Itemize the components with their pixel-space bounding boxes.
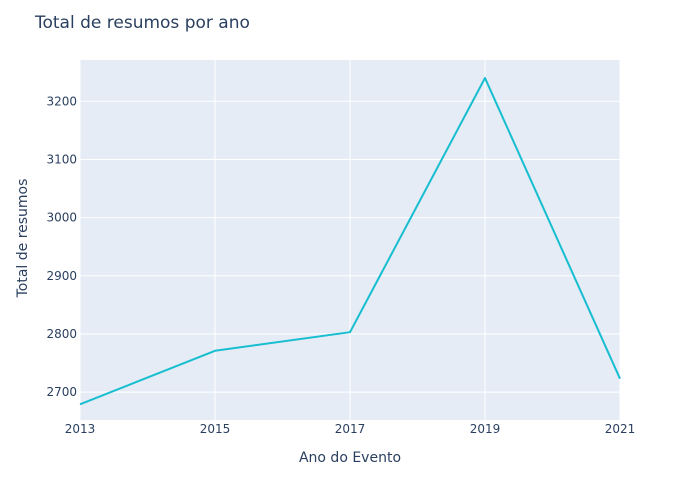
x-tick-label: 2019 (470, 422, 501, 436)
x-tick-label: 2017 (335, 422, 366, 436)
x-tick-label: 2021 (605, 422, 636, 436)
y-axis-ticks: 2700 2800 2900 3000 3100 3200 (46, 94, 77, 399)
x-axis-title: Ano do Evento (299, 450, 401, 466)
x-axis-ticks: 2013 2015 2017 2019 2021 (65, 422, 636, 436)
y-tick-label: 3100 (46, 152, 77, 166)
y-tick-label: 2800 (46, 327, 77, 341)
chart-title: Total de resumos por ano (35, 13, 250, 33)
y-tick-label: 3200 (46, 94, 77, 108)
y-tick-label: 2900 (46, 269, 77, 283)
x-tick-label: 2015 (200, 422, 231, 436)
y-tick-label: 2700 (46, 385, 77, 399)
series-line (79, 77, 621, 406)
series-layer (79, 77, 621, 406)
y-tick-label: 3000 (46, 211, 77, 225)
y-axis-title: Total de resumos (15, 179, 31, 299)
x-tick-label: 2013 (65, 422, 96, 436)
gridlines (79, 60, 621, 420)
